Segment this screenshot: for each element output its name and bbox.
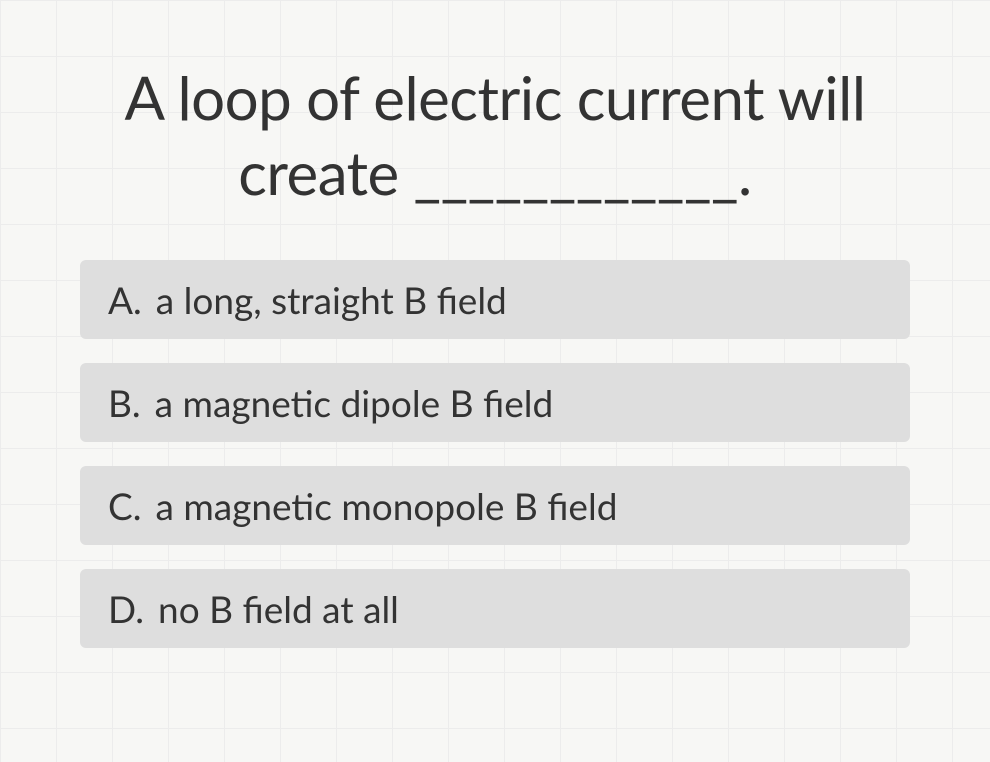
- option-letter: B.: [108, 380, 141, 425]
- option-letter: C.: [108, 483, 141, 528]
- option-text: a magnetic dipole B field: [155, 380, 882, 425]
- option-c[interactable]: C. a magnetic monopole B field: [80, 466, 910, 545]
- option-text: a long, straight B field: [156, 277, 882, 322]
- option-letter: A.: [108, 277, 142, 322]
- quiz-container: A loop of electric current will create _…: [0, 0, 990, 762]
- option-b[interactable]: B. a magnetic dipole B field: [80, 363, 910, 442]
- question-text: A loop of electric current will create _…: [80, 60, 910, 210]
- option-a[interactable]: A. a long, straight B field: [80, 260, 910, 339]
- options-list: A. a long, straight B field B. a magneti…: [80, 260, 910, 648]
- option-d[interactable]: D. no B field at all: [80, 569, 910, 648]
- option-letter: D.: [108, 586, 144, 631]
- option-text: a magnetic monopole B field: [155, 483, 882, 528]
- option-text: no B field at all: [158, 586, 882, 631]
